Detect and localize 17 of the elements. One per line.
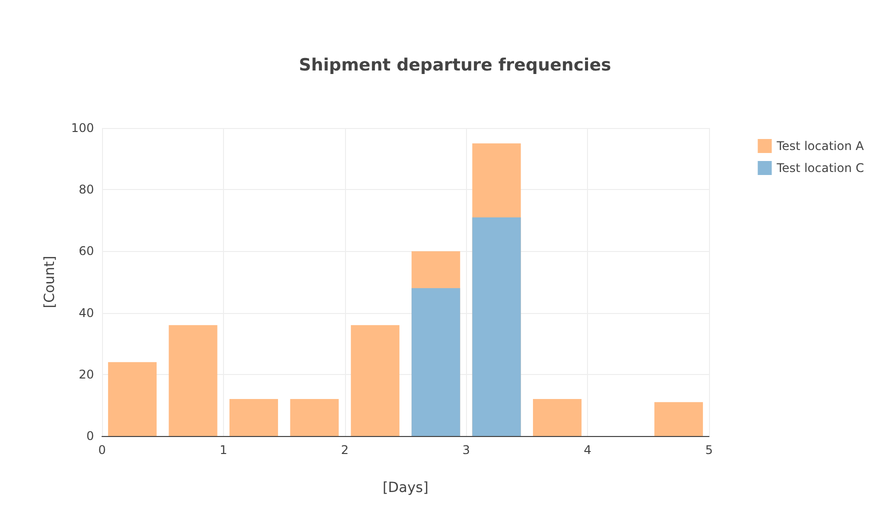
- x-tick-label: 3: [462, 443, 470, 457]
- y-axis-title: [Count]: [42, 256, 58, 308]
- legend-label: Test location C: [776, 161, 864, 175]
- x-tick-label: 0: [98, 443, 106, 457]
- legend-label: Test location A: [776, 139, 865, 153]
- x-axis-title: [Days]: [382, 480, 428, 496]
- x-tick-label: 1: [220, 443, 228, 457]
- y-tick-label: 20: [78, 367, 94, 382]
- y-tick-label: 60: [78, 244, 94, 258]
- x-tick-label: 2: [340, 443, 349, 457]
- x-tick-label: 5: [705, 443, 713, 457]
- chart-title: Shipment departure frequencies: [298, 56, 612, 76]
- x-tick-label: 4: [584, 443, 592, 457]
- y-tick-label: 40: [78, 306, 94, 320]
- y-tick-label: 80: [78, 182, 94, 197]
- y-tick-label: 100: [71, 121, 94, 135]
- y-tick-label: 0: [86, 429, 94, 443]
